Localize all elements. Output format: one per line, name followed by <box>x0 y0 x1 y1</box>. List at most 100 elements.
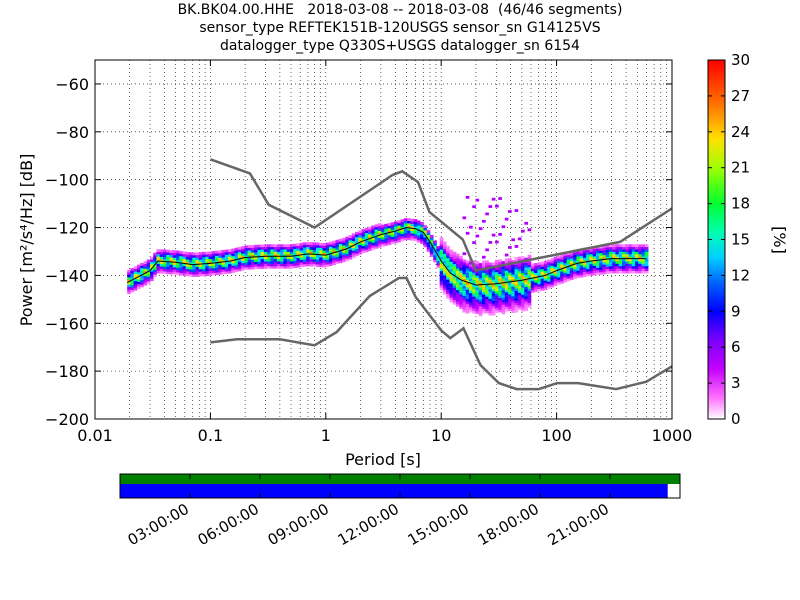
heatmap-cell <box>228 261 232 264</box>
heatmap-cell <box>449 285 454 289</box>
heatmap-cell <box>485 293 489 297</box>
heatmap-cell <box>140 279 144 283</box>
heatmap-cell <box>582 254 587 258</box>
heatmap-cell <box>485 284 489 288</box>
heatmap-cell <box>495 266 499 270</box>
heatmap-cell <box>185 259 190 262</box>
heatmap-cell <box>374 236 379 240</box>
heatmap-cell <box>351 240 356 244</box>
heatmap-cell <box>208 268 213 272</box>
heatmap-cell <box>582 257 587 261</box>
heatmap-cell <box>482 286 486 290</box>
heatmap-cell <box>550 284 555 288</box>
heatmap-cell <box>218 259 222 263</box>
heatmap-cell <box>488 264 493 268</box>
heatmap-cell <box>368 241 372 244</box>
heatmap-cell <box>130 287 135 291</box>
heatmap-cell <box>491 269 496 273</box>
heatmap-cell <box>605 254 610 258</box>
heatmap-cell <box>452 268 457 272</box>
heatmap-cell <box>371 242 375 246</box>
heatmap-cell <box>534 270 538 273</box>
heatmap-cell <box>329 256 333 259</box>
heatmap-cell <box>446 286 450 290</box>
heatmap-cell <box>504 289 509 293</box>
heatmap-cell <box>608 244 613 248</box>
heatmap-cell <box>488 262 493 266</box>
heatmap-cell <box>566 268 571 272</box>
heatmap-cell <box>143 282 148 286</box>
heatmap-cell <box>127 281 131 285</box>
heatmap-cell <box>495 204 499 208</box>
heatmap-cell <box>468 268 473 272</box>
heatmap-cell <box>355 241 359 245</box>
heatmap-cell <box>547 285 551 289</box>
heatmap-cell <box>361 238 366 242</box>
heatmap-cell <box>455 287 460 291</box>
heatmap-cell <box>133 278 138 282</box>
heatmap-cell <box>146 273 151 277</box>
heatmap-cell <box>491 300 496 304</box>
heatmap-cell <box>573 266 577 270</box>
heatmap-cell <box>615 256 620 260</box>
heatmap-cell <box>211 260 216 264</box>
heatmap-cell <box>306 261 310 264</box>
heatmap-cell <box>615 251 620 255</box>
heatmap-cell <box>234 269 239 273</box>
heatmap-cell <box>211 251 216 254</box>
heatmap-cell <box>579 255 584 259</box>
heatmap-cell <box>602 271 607 275</box>
heatmap-cell <box>198 259 203 263</box>
heatmap-cell <box>394 221 398 225</box>
heatmap-cell <box>198 266 203 270</box>
heatmap-cell <box>306 256 310 260</box>
heatmap-cell <box>374 243 379 247</box>
heatmap-cell <box>257 261 262 265</box>
heatmap-cell <box>420 224 424 228</box>
heatmap-cell <box>517 306 522 310</box>
heatmap-cell <box>325 261 330 265</box>
heatmap-cell <box>208 270 213 274</box>
heatmap-cell <box>550 265 555 269</box>
heatmap-cell <box>527 261 532 265</box>
heatmap-cell <box>381 229 385 233</box>
heatmap-cell <box>537 281 542 285</box>
heatmap-cell <box>149 268 154 272</box>
heatmap-cell <box>390 234 395 238</box>
heatmap-cell <box>452 273 457 276</box>
heatmap-cell <box>592 265 597 269</box>
heatmap-cell <box>289 249 294 252</box>
heatmap-cell <box>449 273 454 277</box>
heatmap-cell <box>602 257 607 260</box>
x-axis-label: Period [s] <box>345 450 421 469</box>
heatmap-cell <box>166 268 170 272</box>
heatmap-cell <box>234 250 239 253</box>
heatmap-cell <box>280 265 284 269</box>
heatmap-cell <box>364 235 369 238</box>
heatmap-cell <box>472 298 476 302</box>
heatmap-cell <box>228 253 232 257</box>
heatmap-cell <box>621 249 626 252</box>
heatmap-cell <box>576 263 581 267</box>
heatmap-cell <box>179 253 183 257</box>
x-tick-label: 10 <box>431 426 451 445</box>
heatmap-cell <box>462 283 467 287</box>
heatmap-cell <box>234 264 239 268</box>
heatmap-cell <box>566 252 571 255</box>
heatmap-cell <box>547 264 551 268</box>
heatmap-cell <box>159 266 164 269</box>
y-tick-label: −120 <box>45 219 89 238</box>
heatmap-cell <box>625 258 629 262</box>
heatmap-cell <box>511 286 515 290</box>
heatmap-cell <box>475 198 480 202</box>
heatmap-cell <box>465 272 470 276</box>
heatmap-cell <box>485 269 489 273</box>
heatmap-cell <box>543 261 548 264</box>
heatmap-cell <box>556 260 561 264</box>
heatmap-cell <box>244 247 249 251</box>
heatmap-cell <box>185 251 190 255</box>
heatmap-cell <box>641 258 646 262</box>
heatmap-cell <box>511 283 515 287</box>
heatmap-cell <box>530 266 535 269</box>
heatmap-cell <box>491 305 496 309</box>
